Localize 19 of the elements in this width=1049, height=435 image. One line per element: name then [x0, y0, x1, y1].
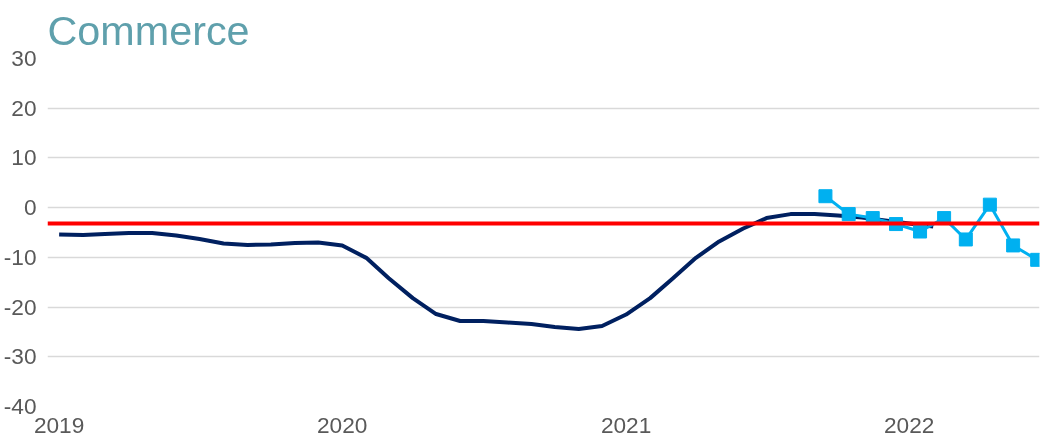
y-tick-label: 0: [23, 194, 37, 221]
y-tick-label: -40: [3, 393, 37, 419]
x-tick-label: 2021: [600, 411, 652, 435]
y-tick-label: -10: [3, 243, 37, 270]
point: [818, 189, 833, 204]
chart-title: Commerce: [47, 7, 250, 54]
point: [913, 224, 928, 239]
point: [982, 197, 997, 212]
x-tick-label: 2022: [884, 411, 935, 435]
y-tick-label: -20: [3, 293, 37, 320]
y-tick-label: 10: [11, 144, 37, 171]
point: [841, 207, 856, 222]
y-tick-label: 20: [11, 94, 37, 121]
point: [1006, 238, 1021, 253]
line-series: [57, 212, 936, 331]
x-tick-label: 2020: [317, 411, 368, 435]
point: [958, 232, 973, 247]
y-tick-label: 30: [11, 45, 37, 71]
y-tick-label: -30: [3, 343, 37, 370]
